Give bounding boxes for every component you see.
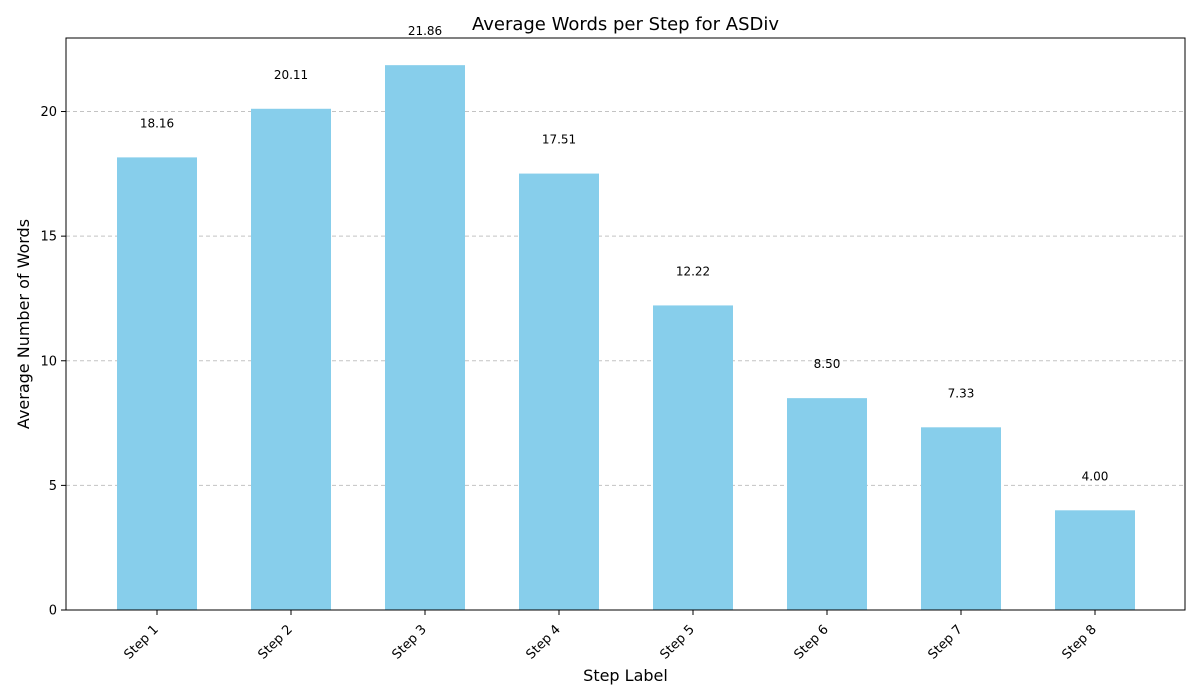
bar	[653, 305, 733, 610]
x-tick-label: Step 6	[792, 622, 832, 662]
data-label: 20.11	[274, 68, 308, 82]
data-label: 7.33	[948, 386, 975, 400]
y-tick-label: 0	[49, 604, 57, 619]
bar	[921, 427, 1001, 610]
data-label: 21.86	[408, 24, 442, 38]
x-tick-label: Step 7	[926, 622, 966, 662]
x-tick-label: Step 3	[390, 622, 430, 662]
y-axis-label: Average Number of Words	[14, 219, 33, 429]
bars	[117, 65, 1135, 611]
y-tick-label: 5	[49, 479, 57, 494]
y-tick-label: 10	[40, 354, 57, 369]
chart-title: Average Words per Step for ASDiv	[472, 14, 779, 35]
x-tick-label: Step 1	[122, 622, 162, 662]
x-tick-label: Step 4	[524, 622, 564, 662]
bar	[251, 108, 331, 610]
bar	[519, 173, 599, 610]
x-axis-ticks: Step 1 Step 2 Step 3 Step 4 Step 5 Step 6 Step…	[122, 610, 1100, 663]
grid-lines	[66, 111, 1185, 486]
x-tick-label: Step 5	[658, 622, 698, 662]
bar	[1055, 510, 1135, 610]
x-tick-label: Step 8	[1060, 622, 1100, 662]
data-label: 8.50	[814, 357, 841, 371]
y-tick-label: 20	[40, 105, 57, 120]
bar	[117, 157, 197, 610]
bar	[787, 398, 867, 610]
data-label: 18.16	[140, 116, 174, 130]
data-label: 4.00	[1082, 469, 1109, 483]
bar	[385, 65, 465, 611]
y-axis-ticks: 0 5 10 15 20	[40, 105, 66, 619]
data-labels: 18.16 20.11 21.86 17.51 12.22 8.50 7.33 4.00	[140, 24, 1109, 483]
data-label: 12.22	[676, 264, 710, 278]
data-label: 17.51	[542, 133, 576, 147]
x-axis-label: Step Label	[583, 666, 668, 685]
x-tick-label: Step 2	[256, 622, 296, 662]
y-tick-label: 15	[40, 230, 57, 245]
plot-frame	[65, 37, 1186, 611]
